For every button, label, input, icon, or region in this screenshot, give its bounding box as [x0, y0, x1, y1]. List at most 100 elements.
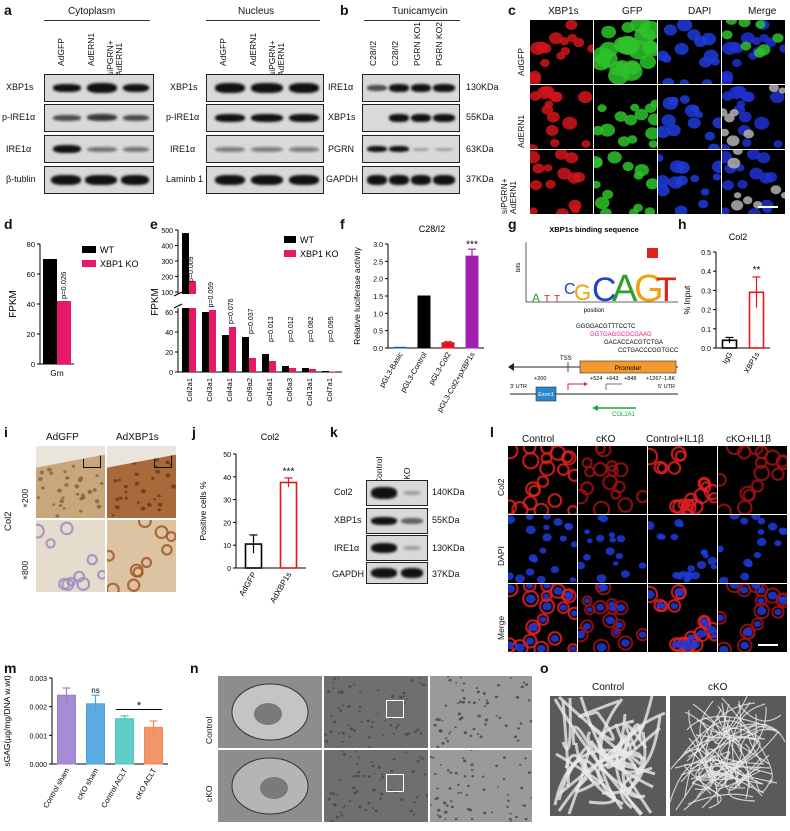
x-tick-label: Col9a2: [245, 378, 254, 402]
bar-ko-Col16a1: [269, 361, 276, 372]
panel-j-label: j: [192, 424, 196, 440]
y-tick-label: 0.003: [29, 676, 47, 683]
bar-ko-Col2a1-top: [189, 281, 196, 294]
y-tick-label: 2.5: [373, 259, 383, 266]
nucleus-title: Nucleus: [238, 6, 275, 17]
l-tile-r3-c2: [578, 584, 647, 652]
g-pos-2: +524: [590, 376, 602, 382]
bar-wt-Col2a1: [182, 308, 189, 372]
panel-h-label: h: [678, 216, 687, 232]
panel-b-label: b: [340, 2, 349, 18]
axis-break: [173, 291, 183, 297]
j-title: Col2: [261, 432, 280, 442]
l-col-1: Control: [522, 434, 555, 445]
g-pos-5: +1267: [646, 376, 661, 382]
i-image-grid: [36, 446, 176, 592]
h-title: Col2: [729, 232, 748, 242]
c-tile-r3-c2: [594, 150, 657, 214]
bar-Control ACLT: [115, 718, 134, 765]
x-tick-label: Grn: [50, 369, 63, 378]
panel-l-label: l: [490, 424, 494, 440]
l-tile-r1-c1: [508, 446, 577, 514]
y-tick-label: 40: [223, 475, 231, 482]
g-promoter-box: [579, 360, 677, 374]
y-tick-label: 80: [27, 240, 35, 249]
bar-AdXBP1s: [279, 481, 298, 569]
b-size-4: 37KDa: [466, 174, 494, 184]
g-tss: TSS: [560, 356, 572, 362]
chart-m: 0.000 0.001 0.002 0.003 Control sham cKO sham…: [2, 675, 168, 810]
panel-c-label: c: [508, 2, 516, 18]
bar-wt-Col3a1: [202, 312, 209, 372]
l-tile-r3-c1: [508, 584, 577, 652]
k-size-3: 130KDa: [432, 543, 465, 553]
i-tile-r1-c2: [107, 446, 176, 518]
e-pval: p=0.012: [288, 316, 295, 342]
bar-ko-Col7a1: [329, 371, 336, 372]
y-tick-label: 1.0: [373, 311, 383, 318]
y-axis-label: sGAG(μg/mg/DNA w.wt): [2, 675, 12, 766]
g-bits: bits: [516, 263, 522, 272]
g-utr3: 3' UTR: [510, 384, 527, 390]
l-tile-r2-c3: [648, 515, 717, 583]
y-tick-label: 300: [161, 259, 173, 266]
h-sig: **: [753, 265, 761, 276]
b-col-2: C28/I2: [390, 40, 400, 66]
x-tick-label: Control sham: [41, 767, 71, 810]
o-tile-c1: [550, 696, 666, 816]
y-tick-label: 0.0: [701, 346, 711, 353]
c-row-3: siPGRN+ AdERN1: [499, 178, 518, 214]
n-tile-r1-c1: [218, 676, 322, 748]
l-scalebar: [758, 644, 778, 646]
l-row-3: Merge: [496, 615, 506, 640]
bar-ko-Col4a1: [229, 327, 236, 372]
k-blot-1: [366, 480, 428, 506]
c-tile-r2-c2: [594, 85, 657, 149]
a-cyto-blot-3: [44, 135, 154, 163]
e-pval: p=0.009: [188, 256, 195, 282]
k-size-1: 140KDa: [432, 487, 465, 497]
m-ns: ns: [91, 686, 99, 695]
o-tile-c2: [670, 696, 786, 816]
panel-n-label: n: [190, 660, 199, 676]
b-size-3: 63KDa: [466, 144, 494, 154]
y-tick-label: 50: [223, 452, 231, 459]
chart-d: 0 20 40 60 80 p=0.026 Grn FPKM WT XBP1 KO: [8, 240, 139, 378]
g-promoter: Promoter: [615, 365, 643, 372]
y-tick-label: 1.5: [373, 294, 383, 301]
y-axis-label: FPKM: [8, 290, 19, 318]
c-col-4: Merge: [748, 6, 777, 17]
diagram-g: XBP1s binding sequence bits A T T C G C …: [508, 225, 679, 418]
legend-wt: WT: [300, 235, 314, 245]
x-tick-label: pGL3-Col2: [427, 351, 453, 387]
g-seq2: GGTGAGGCGCGAAG: [590, 332, 652, 338]
y-tick-label: 0.001: [29, 733, 47, 740]
g-pos-3: +643: [606, 376, 618, 382]
chart-j: Col2 0 10 20 30 40 50 AdGFP AdXBP1s Positive cell…: [198, 432, 306, 605]
panel-a-label: a: [4, 2, 12, 18]
x-tick-label: cKO sham: [75, 767, 100, 802]
c-tile-r2-c3: [658, 85, 721, 149]
y-tick-label: 0: [169, 370, 173, 377]
legend-swatch-ko: [284, 250, 296, 257]
y-tick-label: 0.5: [373, 329, 383, 336]
a-nuc-blot-4: [206, 166, 324, 194]
l-tile-r2-c4: [718, 515, 787, 583]
a-cyto-row-4: β-tublin: [6, 174, 36, 184]
bar-ko-Col3a1: [209, 310, 216, 372]
a-cyto-col-1: AdGFP: [56, 38, 66, 66]
i-side: Col2: [3, 511, 14, 531]
a-cyto-row-3: IRE1α: [6, 144, 32, 154]
i-col-2: AdXBP1s: [116, 432, 159, 443]
c-tile-r1-c4: [722, 20, 785, 84]
l-row-1: Col2: [496, 478, 506, 496]
a-cyto-col-3: siPGRN+ AdERN1: [105, 40, 124, 76]
c-tile-r1-c2: [594, 20, 657, 84]
legend-wt: WT: [100, 245, 114, 255]
y-axis-label: Positive cells %: [198, 481, 208, 540]
x-tick-label: Control ACLT: [99, 766, 129, 809]
y-tick-label: 2.0: [373, 277, 383, 284]
panel-k-label: k: [330, 424, 338, 440]
c-tile-r3-c3: [658, 150, 721, 214]
y-tick-label: 20: [27, 330, 35, 339]
